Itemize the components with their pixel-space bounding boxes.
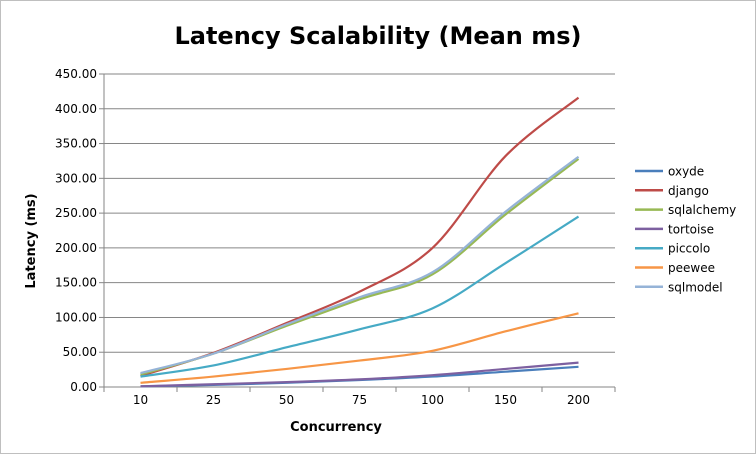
series-line-sqlmodel: [140, 155, 580, 375]
x-tick-label: 25: [206, 393, 221, 407]
y-tick-label: 150.00: [55, 276, 97, 290]
x-axis-label: Concurrency: [290, 420, 382, 435]
legend-label-django: django: [668, 184, 709, 198]
legend-label-sqlmodel: sqlmodel: [668, 280, 723, 294]
series-line-piccolo: [140, 215, 580, 378]
legend-label-peewee: peewee: [668, 261, 715, 275]
series-line-peewee: [140, 312, 579, 384]
legend-label-sqlalchemy: sqlalchemy: [668, 203, 736, 217]
legend-label-oxyde: oxyde: [668, 165, 704, 179]
x-tick-label: 10: [133, 393, 148, 407]
series-line-django: [140, 96, 580, 377]
x-tick-label: 150: [494, 393, 517, 407]
x-tick-label: 100: [421, 393, 444, 407]
y-tick-label: 350.00: [55, 137, 97, 151]
y-tick-label: 50.00: [63, 345, 97, 359]
y-tick-label: 300.00: [55, 171, 97, 185]
y-axis-label: Latency (ms): [24, 193, 39, 288]
series-line-tortoise: [140, 361, 579, 388]
legend-label-piccolo: piccolo: [668, 242, 710, 256]
y-tick-label: 200.00: [55, 241, 97, 255]
series-line-sqlalchemy: [140, 157, 580, 376]
x-tick-label: 50: [279, 393, 294, 407]
y-tick-label: 400.00: [55, 102, 97, 116]
chart-title: Latency Scalability (Mean ms): [174, 22, 581, 50]
y-tick-label: 450.00: [55, 67, 97, 81]
y-tick-label: 250.00: [55, 206, 97, 220]
y-tick-label: 100.00: [55, 310, 97, 324]
x-tick-label: 75: [352, 393, 367, 407]
y-tick-label: 0.00: [70, 380, 97, 394]
legend-label-tortoise: tortoise: [668, 222, 714, 236]
x-tick-label: 200: [567, 393, 590, 407]
